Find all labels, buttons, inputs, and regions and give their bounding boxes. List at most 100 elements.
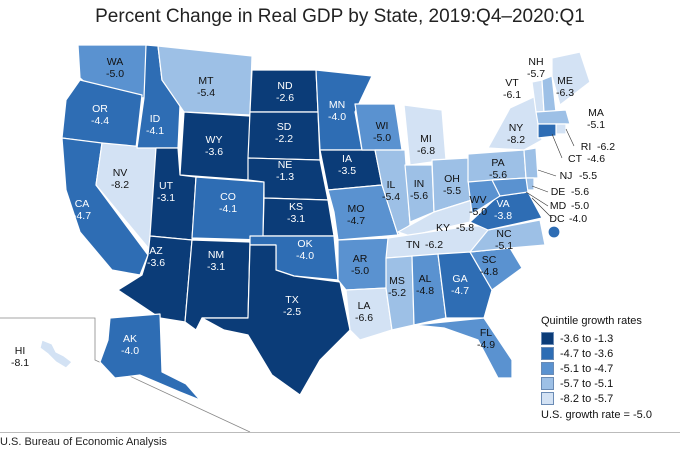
label-MD-value: -5.0 <box>571 200 589 212</box>
label-SC-value: -4.8 <box>480 266 498 278</box>
label-OK: OK-4.0 <box>296 238 314 262</box>
map-title: Percent Change in Real GDP by State, 201… <box>95 6 585 27</box>
label-KS: KS-3.1 <box>287 201 305 225</box>
label-GA-value: -4.7 <box>451 285 469 297</box>
label-CA-abbr: CA <box>75 198 90 210</box>
label-NH-value: -5.7 <box>527 68 545 80</box>
label-DC-abbr: DC <box>549 213 565 225</box>
state-FL <box>413 317 513 379</box>
label-IL-value: -5.4 <box>382 191 400 203</box>
label-TX-value: -2.5 <box>283 306 301 318</box>
label-PA-value: -5.6 <box>489 169 507 181</box>
label-MN-value: -4.0 <box>328 111 346 123</box>
label-OK-abbr: OK <box>297 238 312 250</box>
label-MA-value: -5.1 <box>587 119 605 131</box>
label-AZ-abbr: AZ <box>149 245 163 257</box>
label-NV-abbr: NV <box>113 167 128 179</box>
label-IA-abbr: IA <box>342 153 352 165</box>
label-LA: LA-6.6 <box>355 300 373 324</box>
label-MN: MN-4.0 <box>328 99 346 123</box>
legend-label-q5: -8.2 to -5.7 <box>560 392 614 405</box>
label-MN-abbr: MN <box>329 99 345 111</box>
label-SC-abbr: SC <box>482 254 497 266</box>
label-WI-value: -5.0 <box>373 132 391 144</box>
label-VA: VA-3.8 <box>494 198 512 222</box>
label-GA-abbr: GA <box>452 273 467 285</box>
label-WA: WA-5.0 <box>106 56 124 80</box>
label-DE-abbr: DE <box>551 186 566 198</box>
label-WY-value: -3.6 <box>205 146 223 158</box>
label-ND: ND-2.6 <box>276 80 294 104</box>
legend-label-q3: -5.1 to -4.7 <box>560 362 614 375</box>
legend: Quintile growth rates -3.6 to -1.3 -4.7 … <box>541 315 652 421</box>
label-NM-value: -3.1 <box>207 261 225 273</box>
label-IN: IN-5.6 <box>410 178 428 202</box>
label-OH-abbr: OH <box>444 173 460 185</box>
label-IA: IA-3.5 <box>338 153 356 177</box>
label-MS-abbr: MS <box>389 275 405 287</box>
state-AK <box>99 313 201 401</box>
label-HI-abbr: HI <box>15 345 26 357</box>
label-WA-abbr: WA <box>107 56 124 68</box>
label-KS-value: -3.1 <box>287 213 305 225</box>
legend-label-q4: -5.7 to -5.1 <box>560 377 614 390</box>
legend-title: Quintile growth rates <box>541 315 642 327</box>
label-NC-abbr: NC <box>496 228 512 240</box>
label-AK: AK-4.0 <box>121 333 139 357</box>
source-credit: U.S. Bureau of Economic Analysis <box>0 436 167 448</box>
legend-item-q4: -5.7 to -5.1 <box>541 376 652 391</box>
label-CO-value: -4.1 <box>219 203 237 215</box>
label-OR-abbr: OR <box>92 103 108 115</box>
label-ID-value: -4.1 <box>146 125 164 137</box>
label-UT: UT-3.1 <box>157 180 175 204</box>
label-IL: IL-5.4 <box>382 179 400 203</box>
us-growth-rate: U.S. growth rate = -5.0 <box>541 409 652 421</box>
label-TX: TX-2.5 <box>283 294 301 318</box>
legend-label-q1: -3.6 to -1.3 <box>560 332 614 345</box>
label-WI-abbr: WI <box>376 120 389 132</box>
label-NV: NV-8.2 <box>111 167 129 191</box>
label-ME-abbr: ME <box>557 75 573 87</box>
label-NE: NE-1.3 <box>276 159 294 183</box>
divider <box>0 432 680 433</box>
label-NY: NY-8.2 <box>507 122 525 146</box>
label-CA: CA-4.7 <box>73 198 91 222</box>
label-NM-abbr: NM <box>208 249 224 261</box>
label-FL-abbr: FL <box>480 327 492 339</box>
label-CO-abbr: CO <box>220 191 236 203</box>
label-IN-abbr: IN <box>414 178 425 190</box>
label-HI: HI-8.1 <box>11 345 29 369</box>
label-NE-abbr: NE <box>278 159 293 171</box>
label-AZ: AZ-3.6 <box>147 245 165 269</box>
label-NY-value: -8.2 <box>507 134 525 146</box>
label-KY-abbr: KY <box>436 222 450 234</box>
legend-item-q2: -4.7 to -3.6 <box>541 346 652 361</box>
label-ID-abbr: ID <box>150 113 161 125</box>
label-ND-value: -2.6 <box>276 92 294 104</box>
state-MS <box>385 255 415 331</box>
label-ND-abbr: ND <box>277 80 293 92</box>
label-MA-abbr: MA <box>588 107 604 119</box>
label-DC-value: -4.0 <box>569 213 587 225</box>
label-NC-value: -5.1 <box>495 240 513 252</box>
state-NC <box>469 219 546 253</box>
label-KY-value: -5.8 <box>456 222 474 234</box>
label-MO: MO-4.7 <box>347 203 365 227</box>
label-IN-value: -5.6 <box>410 190 428 202</box>
label-MT: MT-5.4 <box>197 75 215 99</box>
state-LA <box>345 287 393 341</box>
label-NM: NM-3.1 <box>207 249 225 273</box>
label-PA-abbr: PA <box>491 157 504 169</box>
label-MD-abbr: MD <box>550 200 567 212</box>
state-ME <box>551 51 591 106</box>
label-OR: OR-4.4 <box>91 103 109 127</box>
label-TX-abbr: TX <box>285 294 298 306</box>
label-RI-abbr: RI <box>581 141 592 153</box>
label-NH-abbr: NH <box>528 56 543 68</box>
label-ME: ME-6.3 <box>556 75 574 99</box>
label-OR-value: -4.4 <box>91 115 109 127</box>
inset-frame <box>0 317 251 433</box>
label-AR-value: -5.0 <box>351 265 369 277</box>
label-WV-abbr: WV <box>470 194 487 206</box>
label-LA-abbr: LA <box>358 300 371 312</box>
